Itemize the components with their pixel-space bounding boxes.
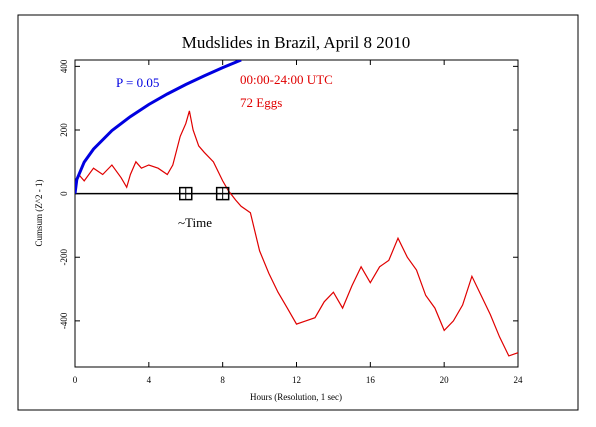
- y-tick-label: -200: [59, 248, 69, 265]
- time-range: 00:00-24:00 UTC: [240, 72, 333, 87]
- x-tick-label: 24: [514, 375, 524, 385]
- time-marker-label: ~Time: [178, 215, 212, 230]
- p-label: P = 0.05: [116, 75, 159, 90]
- y-tick-label: 400: [59, 59, 69, 73]
- event-cross: [179, 187, 192, 200]
- event-cross: [216, 187, 229, 200]
- x-tick-label: 20: [440, 375, 450, 385]
- y-tick-label: 0: [59, 191, 69, 196]
- y-tick-label: 200: [59, 123, 69, 137]
- x-axis-label: Hours (Resolution, 1 sec): [250, 392, 342, 402]
- x-tick-label: 12: [292, 375, 301, 385]
- x-tick-label: 0: [73, 375, 78, 385]
- x-tick-label: 8: [220, 375, 225, 385]
- plot-area: [74, 59, 519, 368]
- chart-title: Mudslides in Brazil, April 8 2010: [182, 33, 411, 52]
- y-tick-label: -400: [59, 312, 69, 329]
- series-line: [75, 110, 518, 357]
- series-line: [75, 60, 242, 194]
- plot-clip: [75, 60, 518, 357]
- x-tick-label: 16: [366, 375, 376, 385]
- y-axis-label: Cumsum (Z^2 - 1): [34, 180, 44, 247]
- x-tick-label: 4: [147, 375, 152, 385]
- frame: [17, 14, 579, 411]
- eggs: 72 Eggs: [240, 95, 282, 110]
